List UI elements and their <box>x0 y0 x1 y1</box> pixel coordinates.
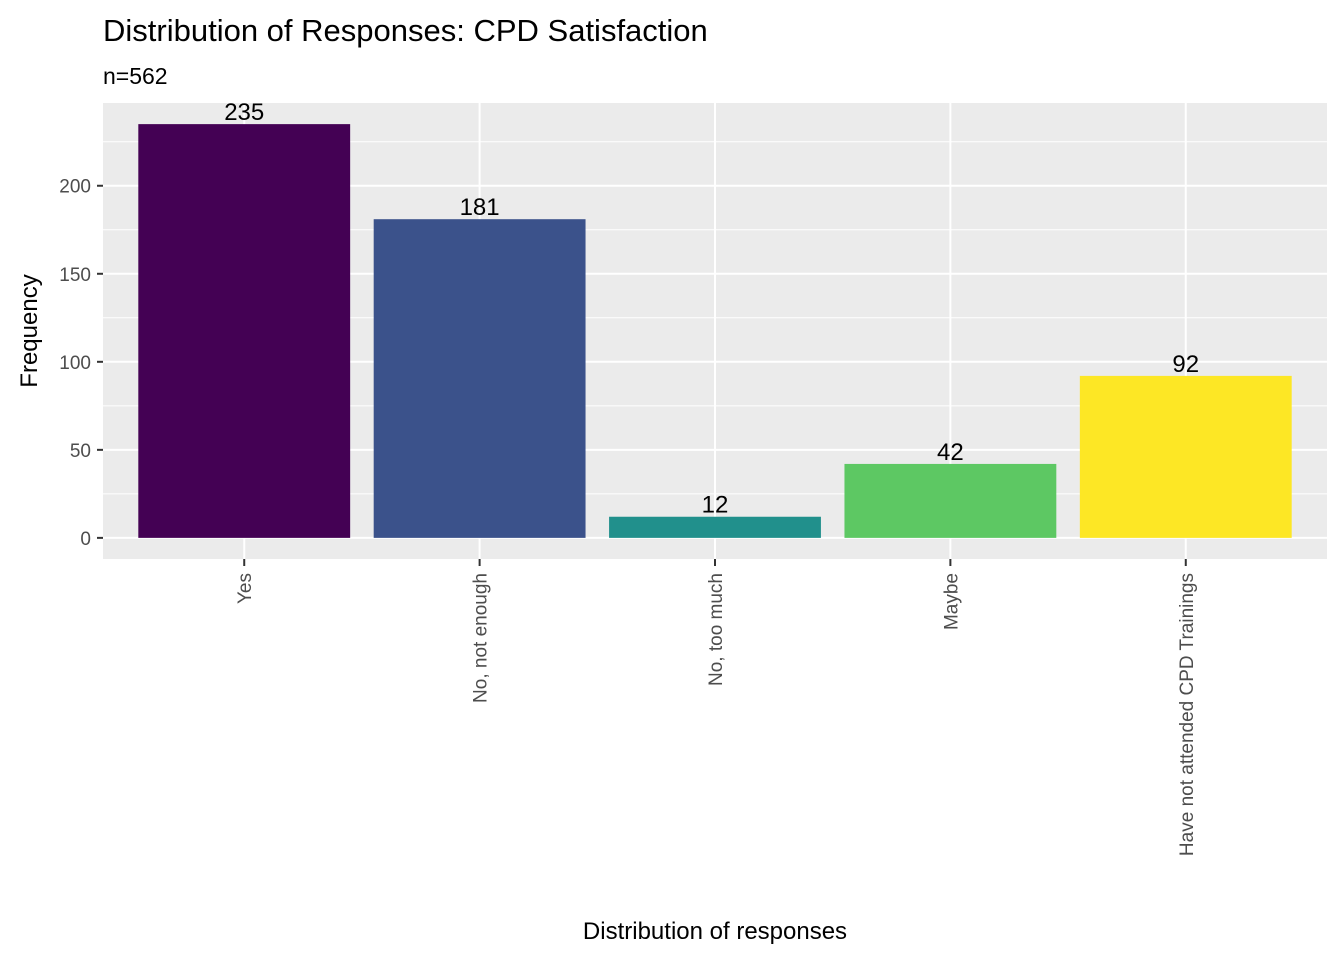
y-tick-label: 150 <box>59 265 91 286</box>
bars <box>138 124 1292 538</box>
data-label: 92 <box>1172 351 1199 378</box>
y-axis-title: Frequency <box>16 274 43 387</box>
y-tick-label: 0 <box>80 529 91 550</box>
bar <box>1079 375 1292 538</box>
x-tick-label: Maybe <box>941 573 962 630</box>
data-label: 181 <box>460 194 500 221</box>
x-axis-title: Distribution of responses <box>583 918 847 945</box>
x-tick-label: No, not enough <box>471 573 492 703</box>
y-tick-label: 50 <box>70 441 91 462</box>
x-tick-label: Have not attended CPD Trainings <box>1177 573 1198 856</box>
chart-subtitle: n=562 <box>103 63 168 89</box>
data-label: 12 <box>702 492 729 519</box>
data-label: 42 <box>937 439 964 466</box>
data-labels: 235 181 12 42 92 <box>224 99 1199 519</box>
bar <box>138 124 351 538</box>
y-tick-label: 100 <box>59 353 91 374</box>
x-axis: Yes No, not enough No, too much Maybe Have n… <box>235 559 1198 856</box>
bar <box>609 516 821 538</box>
data-label: 235 <box>224 99 264 126</box>
y-tick-label: 200 <box>59 177 91 198</box>
y-axis: 0 50 100 150 200 <box>59 177 103 550</box>
chart-title: Distribution of Responses: CPD Satisfact… <box>103 13 708 48</box>
x-tick-label: No, too much <box>706 573 727 686</box>
bar <box>844 463 1057 538</box>
bar <box>373 219 586 538</box>
x-tick-label: Yes <box>235 573 256 604</box>
